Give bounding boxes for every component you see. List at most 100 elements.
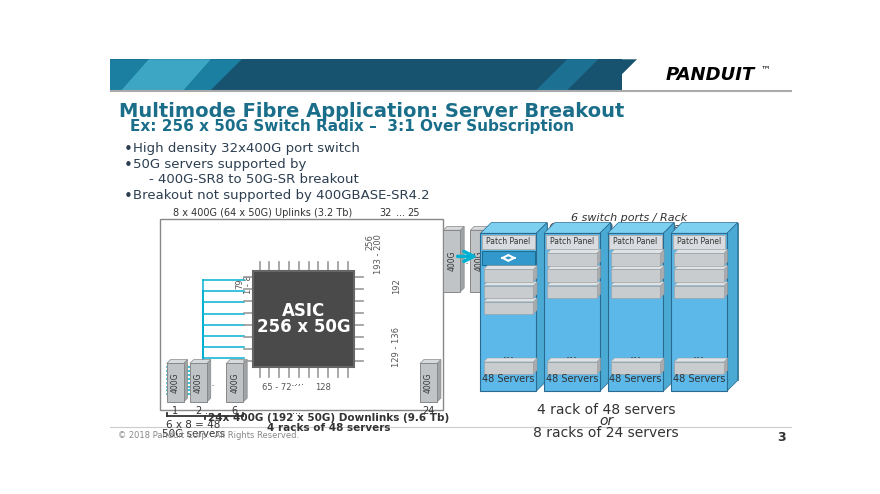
Polygon shape <box>723 266 728 282</box>
FancyBboxPatch shape <box>253 271 354 367</box>
Polygon shape <box>420 360 441 364</box>
Text: ...: ... <box>205 406 215 416</box>
Text: Multimode Fibre Application: Server Breakout: Multimode Fibre Application: Server Brea… <box>120 102 625 121</box>
Text: 24x 400G (192 x 50G) Downlinks (9.6 Tb): 24x 400G (192 x 50G) Downlinks (9.6 Tb) <box>209 413 450 423</box>
Polygon shape <box>533 282 537 298</box>
FancyBboxPatch shape <box>471 230 488 292</box>
Polygon shape <box>611 266 664 270</box>
FancyBboxPatch shape <box>547 286 597 298</box>
Polygon shape <box>533 266 537 282</box>
Text: 192: 192 <box>392 279 401 294</box>
Polygon shape <box>607 222 674 233</box>
Polygon shape <box>533 358 537 374</box>
FancyBboxPatch shape <box>544 233 600 391</box>
Text: Breakout not supported by 400GBASE-SR4.2: Breakout not supported by 400GBASE-SR4.2 <box>133 189 429 202</box>
Polygon shape <box>674 282 728 286</box>
Text: ™: ™ <box>761 64 771 74</box>
Text: ...: ... <box>502 348 514 361</box>
Polygon shape <box>166 360 187 364</box>
Text: ...: ... <box>291 406 300 416</box>
FancyBboxPatch shape <box>547 270 597 282</box>
Text: 129 - 136: 129 - 136 <box>392 327 401 367</box>
Text: ...: ... <box>204 378 216 388</box>
FancyBboxPatch shape <box>420 364 437 402</box>
Text: 4 rack of 48 servers: 4 rack of 48 servers <box>537 403 675 417</box>
Text: ...: ... <box>629 348 642 361</box>
Text: ...: ... <box>290 378 302 388</box>
Polygon shape <box>597 249 600 266</box>
FancyBboxPatch shape <box>480 233 536 391</box>
Text: 6 switch ports / Rack: 6 switch ports / Rack <box>571 213 687 223</box>
Polygon shape <box>660 249 664 266</box>
Polygon shape <box>597 282 600 298</box>
Text: 400G: 400G <box>447 251 456 271</box>
Text: 32: 32 <box>379 208 392 218</box>
Text: ASIC: ASIC <box>282 302 326 321</box>
FancyBboxPatch shape <box>483 302 533 314</box>
Text: 193 - 200: 193 - 200 <box>374 234 384 274</box>
Text: or: or <box>599 414 613 428</box>
FancyBboxPatch shape <box>672 235 725 248</box>
Polygon shape <box>660 266 664 282</box>
Text: 400G: 400G <box>231 372 239 393</box>
Text: 3: 3 <box>777 431 786 444</box>
Polygon shape <box>471 226 491 230</box>
Polygon shape <box>110 59 242 90</box>
Text: 6 x 8 = 48: 6 x 8 = 48 <box>166 420 221 430</box>
FancyBboxPatch shape <box>671 233 727 391</box>
Text: 6: 6 <box>231 406 238 416</box>
Text: Patch Panel: Patch Panel <box>550 237 594 247</box>
Text: Patch Panel: Patch Panel <box>613 237 657 247</box>
FancyBboxPatch shape <box>674 270 723 282</box>
FancyBboxPatch shape <box>483 270 533 282</box>
Text: •: • <box>124 142 133 158</box>
Text: 400G: 400G <box>194 372 203 393</box>
Text: 79: 79 <box>235 279 244 289</box>
Text: 256: 256 <box>365 234 374 250</box>
Text: © 2018 Panduit Corp.  All Rights Reserved.: © 2018 Panduit Corp. All Rights Reserved… <box>118 431 299 440</box>
Text: 48 Servers: 48 Servers <box>609 374 662 384</box>
Polygon shape <box>660 282 664 298</box>
Text: 48 Servers: 48 Servers <box>482 374 534 384</box>
Polygon shape <box>483 358 537 362</box>
FancyBboxPatch shape <box>674 362 723 374</box>
Text: 1: 1 <box>172 406 178 416</box>
FancyBboxPatch shape <box>190 364 207 402</box>
Text: 8 racks of 24 servers: 8 racks of 24 servers <box>533 426 678 440</box>
Text: ...: ... <box>458 256 470 266</box>
FancyBboxPatch shape <box>166 364 184 402</box>
Polygon shape <box>671 222 737 233</box>
Polygon shape <box>547 266 600 270</box>
Polygon shape <box>555 222 611 380</box>
Text: - 400G-SR8 to 50G-SR breakout: - 400G-SR8 to 50G-SR breakout <box>149 173 358 186</box>
Polygon shape <box>611 358 664 362</box>
Text: 4 racks of 48 servers: 4 racks of 48 servers <box>268 423 391 433</box>
Text: 2: 2 <box>195 406 202 416</box>
Text: PANDUIT: PANDUIT <box>666 66 755 83</box>
Polygon shape <box>723 249 728 266</box>
Text: 50G servers: 50G servers <box>162 429 225 439</box>
Polygon shape <box>460 226 464 292</box>
Text: ...: ... <box>296 376 304 386</box>
Text: •: • <box>124 189 133 204</box>
FancyBboxPatch shape <box>611 253 660 266</box>
Text: 50G servers supported by: 50G servers supported by <box>133 158 306 171</box>
Text: 25: 25 <box>407 208 420 218</box>
Polygon shape <box>207 360 210 402</box>
FancyBboxPatch shape <box>674 253 723 266</box>
Polygon shape <box>600 222 611 391</box>
Text: 6x 16f MPO to 48 duplex LCs: 6x 16f MPO to 48 duplex LCs <box>549 222 710 233</box>
Text: 48 Servers: 48 Servers <box>673 374 725 384</box>
Polygon shape <box>621 59 792 90</box>
Polygon shape <box>723 282 728 298</box>
Text: High density 32x400G port switch: High density 32x400G port switch <box>133 142 360 156</box>
Text: 256 x 50G: 256 x 50G <box>257 318 350 336</box>
Polygon shape <box>110 59 792 90</box>
Polygon shape <box>121 59 210 90</box>
Polygon shape <box>483 282 537 286</box>
Polygon shape <box>184 360 187 402</box>
Polygon shape <box>488 226 491 292</box>
FancyBboxPatch shape <box>483 362 533 374</box>
Text: Patch Panel: Patch Panel <box>677 237 721 247</box>
Text: Patch Panel: Patch Panel <box>487 237 531 247</box>
